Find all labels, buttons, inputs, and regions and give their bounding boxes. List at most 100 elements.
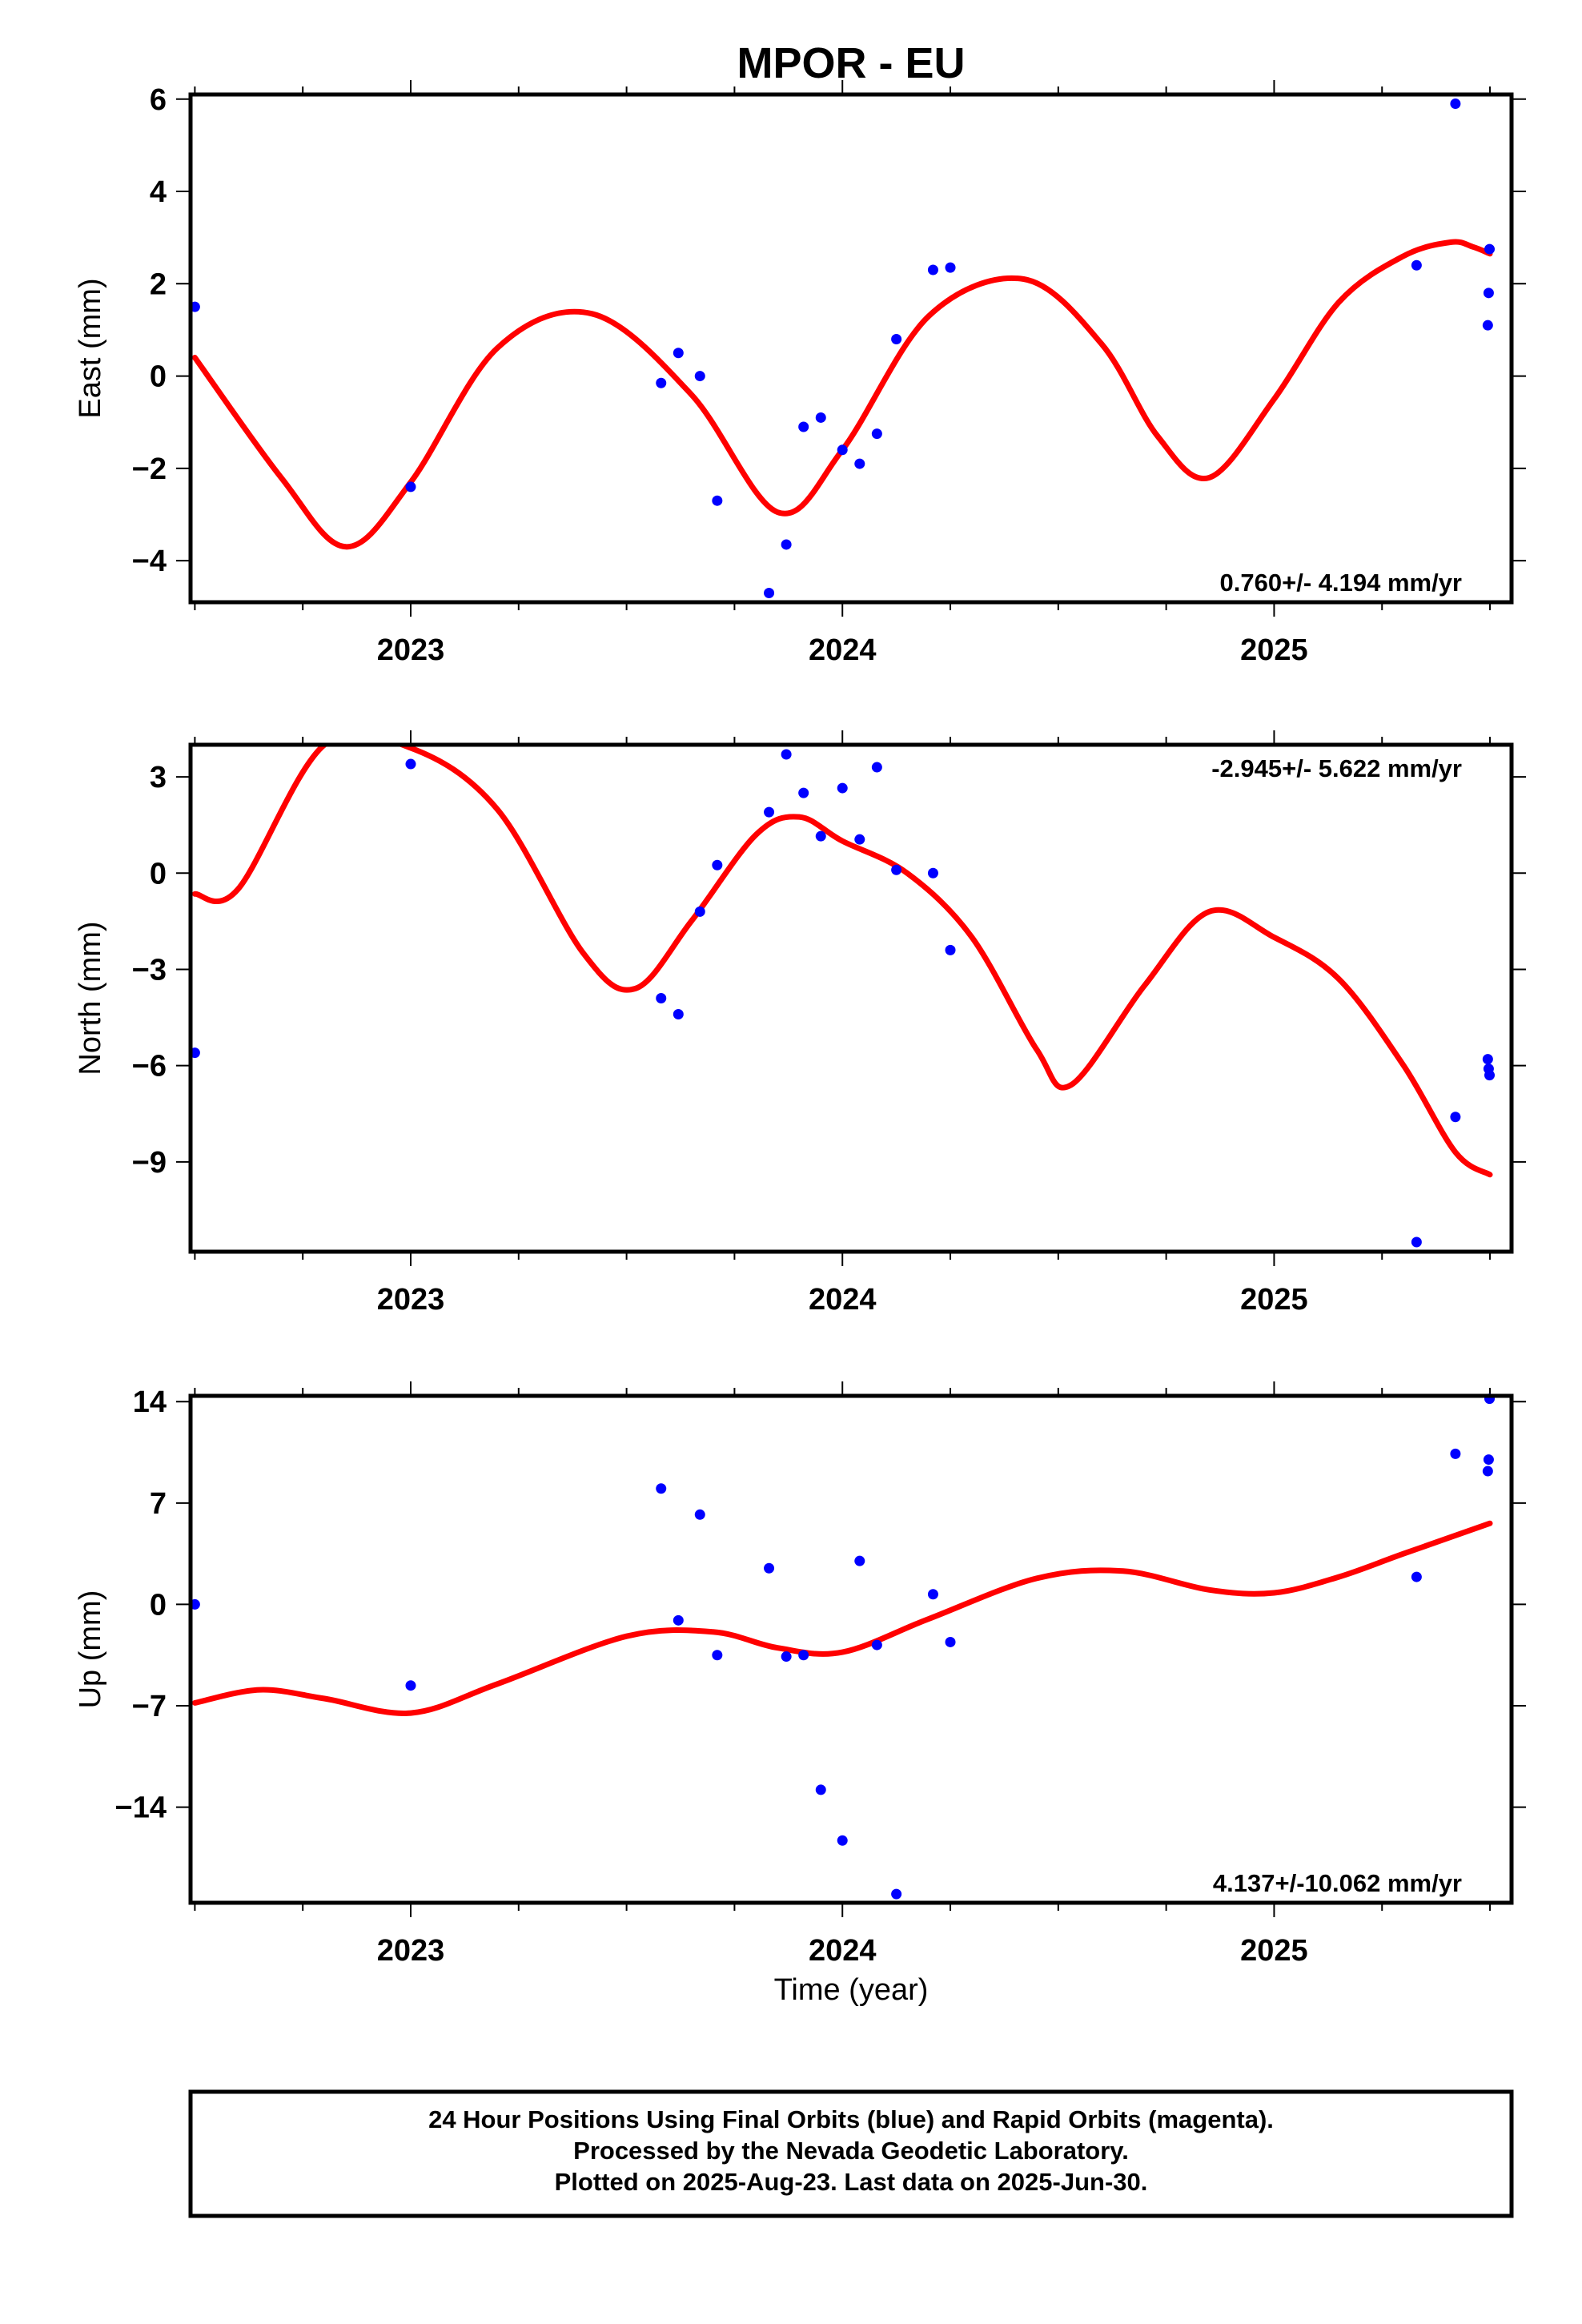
data-point [673, 348, 684, 359]
y-tick-label: 7 [150, 1487, 167, 1521]
y-tick-label: 0 [150, 360, 167, 394]
panel-2: 2023 2024 2025 −9 −6 −3 0 3 North (mm) -2.945+/- … [74, 730, 1526, 1317]
data-point [1450, 1448, 1461, 1459]
data-point [815, 830, 826, 842]
y-axis-label: North (mm) [74, 921, 107, 1075]
plot-frame [188, 742, 1514, 1254]
data-point [673, 1614, 684, 1626]
y-axis-label: Up (mm) [74, 1590, 107, 1709]
data-point [1484, 1070, 1495, 1081]
data-point [815, 412, 826, 423]
data-point [837, 444, 848, 456]
data-point [871, 428, 882, 440]
footer-line-1: 24 Hour Positions Using Final Orbits (bl… [428, 2105, 1274, 2133]
x-tick-label: 2024 [809, 1283, 877, 1317]
data-point [694, 906, 705, 917]
data-point [815, 1784, 826, 1795]
data-point [891, 333, 902, 344]
data-point [854, 1555, 865, 1566]
x-tick-label: 2023 [377, 1934, 445, 1968]
data-point [1411, 1236, 1422, 1248]
fit-curve [191, 239, 1493, 550]
data-point [694, 1509, 705, 1520]
x-axis-label: Time (year) [774, 1973, 929, 2007]
rate-label: 4.137+/-10.062 mm/yr [1213, 1869, 1462, 1897]
data-point [712, 1650, 723, 1661]
footer-line-3: Plotted on 2025-Aug-23. Last data on 202… [555, 2168, 1148, 2196]
data-point [1411, 259, 1422, 271]
panel-1: 2023 2024 2025 −4 −2 0 2 4 6 East (mm) 0.760+/- 4.… [74, 80, 1526, 667]
data-point [1482, 320, 1493, 331]
data-point [712, 495, 723, 506]
data-point [854, 834, 865, 845]
data-point [798, 787, 809, 798]
data-point [694, 371, 705, 382]
data-point [891, 864, 902, 875]
data-point [405, 481, 416, 493]
data-point [764, 1562, 775, 1574]
data-point [854, 458, 865, 469]
y-tick-label: 2 [150, 267, 167, 301]
y-tick-label: 0 [150, 857, 167, 891]
data-point [891, 1888, 902, 1900]
data-point [927, 867, 938, 879]
data-point [871, 1639, 882, 1651]
data-point [927, 1589, 938, 1600]
data-point [781, 539, 792, 550]
y-tick-label: 4 [150, 175, 167, 209]
panel-3: 2023 2024 2025 −14 −7 0 7 14 Up (mm) 4.137+/-10.0… [74, 1381, 1526, 1968]
data-point [673, 1009, 684, 1020]
data-point [945, 944, 956, 955]
chart-title: MPOR - EU [737, 39, 965, 87]
data-point [945, 1636, 956, 1647]
data-point [1482, 1054, 1493, 1065]
x-tick-label: 2025 [1240, 1283, 1308, 1317]
data-point [405, 758, 416, 770]
footer-line-2: Processed by the Nevada Geodetic Laborat… [573, 2137, 1129, 2165]
y-tick-label: −6 [132, 1050, 167, 1084]
data-point [1450, 1112, 1461, 1123]
data-point [764, 587, 775, 598]
data-point [764, 806, 775, 818]
data-point [781, 749, 792, 760]
data-point [837, 1835, 848, 1846]
panels: 2023 2024 2025 −4 −2 0 2 4 6 East (mm) 0.760+/- 4.… [74, 80, 1526, 1968]
y-tick-label: −9 [132, 1146, 167, 1180]
x-tick-label: 2024 [809, 1934, 877, 1968]
data-point [871, 762, 882, 773]
data-point [1483, 1454, 1494, 1466]
data-point [656, 1483, 667, 1494]
data-point [656, 377, 667, 388]
y-tick-label: −2 [132, 452, 167, 486]
data-point [1482, 1466, 1493, 1477]
y-tick-label: −4 [132, 545, 167, 578]
footer-box [188, 2089, 1514, 2218]
x-tick-label: 2023 [377, 1283, 445, 1317]
data-point [945, 262, 956, 273]
data-point [1450, 99, 1461, 110]
data-point [798, 1650, 809, 1661]
data-point [712, 859, 723, 870]
y-tick-label: −14 [115, 1791, 167, 1825]
x-tick-label: 2024 [809, 633, 877, 667]
data-point [405, 1680, 416, 1691]
fit-curve [191, 745, 1493, 1178]
data-point [656, 993, 667, 1003]
x-tick-label: 2025 [1240, 1934, 1308, 1968]
data-point [1411, 1571, 1422, 1582]
data-point [798, 421, 809, 432]
x-tick-label: 2023 [377, 633, 445, 667]
y-tick-label: 3 [150, 761, 167, 794]
rate-label: 0.760+/- 4.194 mm/yr [1220, 569, 1462, 597]
x-tick-label: 2025 [1240, 633, 1308, 667]
plot-frame [188, 1393, 1514, 1905]
y-axis-label: East (mm) [74, 278, 107, 418]
data-point [927, 264, 938, 275]
plot-frame [188, 92, 1514, 605]
y-tick-label: −7 [132, 1690, 167, 1723]
data-point [837, 782, 848, 794]
y-tick-label: 14 [133, 1385, 167, 1419]
data-point [1484, 243, 1495, 255]
data-point [781, 1651, 792, 1663]
